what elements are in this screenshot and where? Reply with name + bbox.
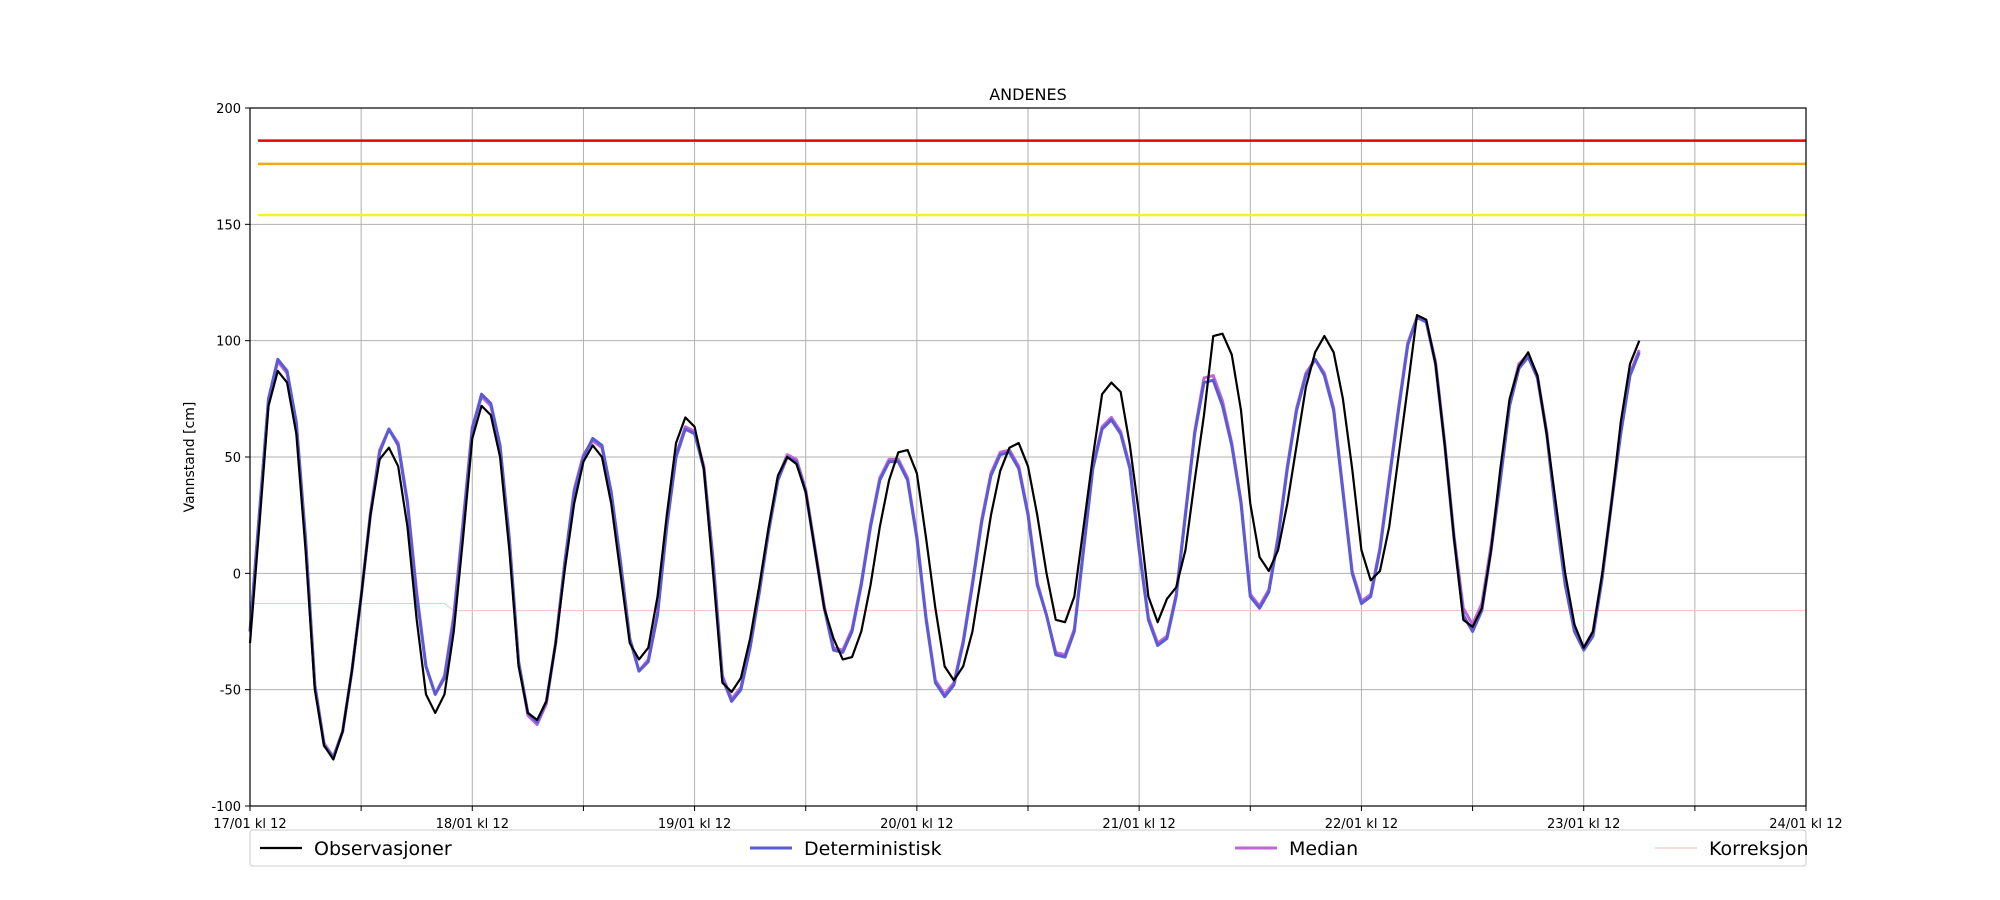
y-tick-label: 50 <box>224 451 241 466</box>
x-tick-label: 18/01 kl 12 <box>436 817 509 832</box>
legend: Observasjoner Deterministisk Median Korreks… <box>249 829 1809 867</box>
legend-label: Median <box>1289 838 1358 860</box>
series-lines <box>248 313 1806 761</box>
series-line-observasjoner <box>248 313 1641 761</box>
x-axis-ticks: 17/01 kl 12 18/01 kl 12 19/01 kl 12 20/01 k… <box>213 806 1843 832</box>
y-axis-ticks: -100 -50 0 50 100 150 200 <box>211 102 250 815</box>
x-tick-label: 17/01 kl 12 <box>213 817 286 832</box>
legend-label: Observasjoner <box>314 838 452 860</box>
x-tick-label: 21/01 kl 12 <box>1102 817 1175 832</box>
grid <box>249 107 1807 807</box>
y-tick-label: 200 <box>216 102 241 117</box>
chart-title: ANDENES <box>989 85 1067 104</box>
legend-box <box>249 829 1807 867</box>
y-tick-label: 100 <box>216 335 241 350</box>
x-tick-label: 23/01 kl 12 <box>1547 817 1620 832</box>
y-tick-label: 150 <box>216 218 241 233</box>
legend-label: Deterministisk <box>804 838 942 860</box>
x-tick-label: 24/01 kl 12 <box>1769 817 1842 832</box>
series-line-median <box>248 315 1641 759</box>
y-tick-label: 0 <box>233 567 241 582</box>
threshold-lines <box>258 139 1806 217</box>
series-line-korreksjon <box>250 602 1806 612</box>
y-tick-label: -100 <box>211 800 241 815</box>
series-line-deterministisk <box>248 315 1641 759</box>
x-tick-label: 22/01 kl 12 <box>1325 817 1398 832</box>
x-tick-label: 19/01 kl 12 <box>658 817 731 832</box>
legend-label: Korreksjon <box>1709 838 1809 860</box>
x-tick-label: 20/01 kl 12 <box>880 817 953 832</box>
y-axis-label: Vannstand [cm] <box>182 402 198 513</box>
y-tick-label: -50 <box>220 684 241 699</box>
